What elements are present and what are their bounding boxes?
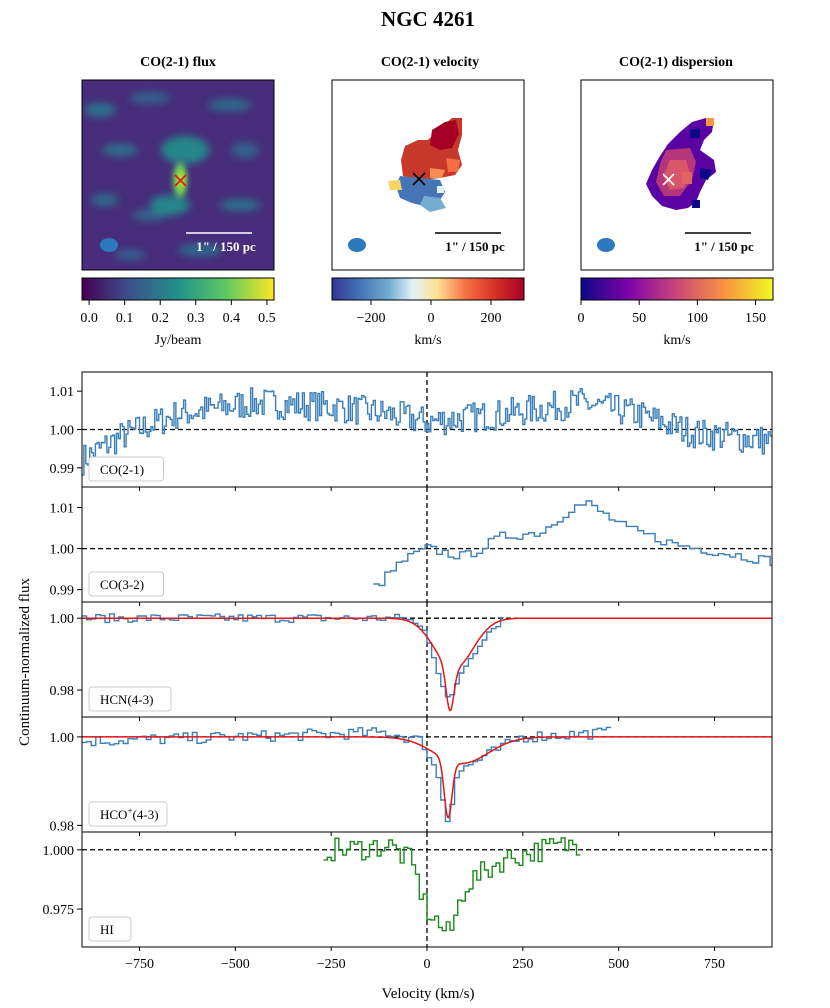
dispersion-map-image: [646, 118, 716, 210]
legend-box: [88, 456, 164, 482]
spectra-stack: 0.991.001.01CO(2-1)0.991.001.01CO(3-2)0.…: [43, 371, 773, 972]
colorbar-tick-label: 100: [687, 311, 708, 326]
flux-center-marker-icon: [174, 174, 187, 187]
x-tick-label: 250: [512, 957, 533, 972]
dispersion-scalebar-label: 1" / 150 pc: [694, 239, 754, 254]
spectrum-panel: 0.98 1.00 HCO+(4-3): [50, 716, 773, 836]
spectrum-panel: 0.99 1.00 1.01 CO(2-1): [50, 371, 773, 491]
absorption-fit-line: [82, 617, 772, 712]
dispersion-colorbar-gradient: [580, 277, 774, 301]
spectrum-legend: HCN(4-3): [88, 686, 172, 712]
flux-map-title: CO(2-1) flux: [140, 55, 216, 70]
y-tick-label: 1.00: [50, 424, 75, 439]
x-tick-label: −500: [221, 957, 250, 972]
colorbar-tick-label: 0: [578, 311, 585, 326]
y-tick-label: 0.975: [43, 903, 75, 918]
velocity-map-image: [388, 118, 462, 212]
dispersion-map-panel: CO(2-1) dispersion 1" / 150 pc: [580, 55, 774, 271]
velocity-beam-icon: [348, 238, 366, 252]
absorption-fit-line: [82, 736, 772, 819]
colorbar-tick-label: 200: [481, 311, 502, 326]
x-tick-label: 750: [704, 957, 725, 972]
x-tick-label: 500: [608, 957, 629, 972]
y-tick-label: 1.00: [50, 731, 75, 746]
y-tick-label: 1.00: [50, 612, 75, 627]
colorbar-tick-label: 0.0: [80, 311, 98, 326]
colorbar-tick-label: 0.5: [258, 311, 276, 326]
colorbar-tick-label: 0.4: [223, 311, 241, 326]
spectrum-panel: 0.99 1.00 1.01 CO(3-2): [50, 486, 773, 606]
spectrum-legend: HI: [88, 916, 132, 942]
y-tick-label: 1.01: [50, 502, 75, 517]
velocity-colorbar-ticks: −200 0 200: [357, 300, 502, 326]
legend-box: [88, 686, 172, 712]
y-tick-label: 0.98: [50, 819, 75, 834]
spectrum-line: [82, 613, 504, 698]
flux-colorbar-ticks: 0.0 0.1 0.2 0.3 0.4 0.5: [80, 300, 276, 326]
legend-label: HI: [100, 922, 114, 937]
y-tick-label: 0.99: [50, 462, 75, 477]
y-tick-label: 1.01: [50, 385, 75, 400]
dispersion-colorbar-ticks: 0 50 100 150: [578, 300, 766, 326]
flux-colorbar: 0.0 0.1 0.2 0.3 0.4 0.5 Jy/beam: [80, 277, 276, 348]
spectrum-line: [82, 726, 611, 823]
velocity-map-panel: CO(2-1) velocity 1" / 150 pc: [331, 55, 525, 271]
velocity-colorbar-label: km/s: [414, 333, 441, 348]
velocity-center-marker-icon: [412, 172, 426, 186]
colorbar-tick-label: 0.3: [187, 311, 205, 326]
spectrum-legend: CO(3-2): [88, 571, 164, 597]
flux-map-image: [82, 80, 274, 270]
flux-beam-icon: [100, 238, 118, 252]
spectrum-panel: 0.98 1.00 HCN(4-3): [50, 601, 773, 721]
x-tick-label: 0: [424, 957, 431, 972]
legend-label: HCO+(4-3): [100, 806, 159, 822]
spectrum-line: [323, 837, 581, 932]
spectrum-legend: HCO+(4-3): [88, 801, 168, 827]
figure-title: NGC 4261: [381, 7, 475, 31]
dispersion-beam-icon: [597, 238, 615, 252]
colorbar-tick-label: 150: [745, 311, 766, 326]
flux-scalebar-label: 1" / 150 pc: [196, 239, 256, 254]
legend-box: [88, 571, 164, 597]
flux-colorbar-gradient: [81, 277, 275, 301]
legend-box: [88, 801, 168, 827]
spectrum-panel: 0.975 1.000 −750 −500 −250 0 250 500 750 HI: [43, 831, 773, 972]
colorbar-tick-label: 50: [632, 311, 646, 326]
velocity-colorbar-gradient: [331, 277, 525, 301]
dispersion-colorbar-label: km/s: [663, 333, 690, 348]
dispersion-colorbar: 0 50 100 150 km/s: [578, 277, 774, 348]
x-tick-label: −750: [125, 957, 154, 972]
spectrum-line: [82, 387, 772, 476]
legend-label: CO(2-1): [100, 462, 144, 477]
y-tick-label: 1.00: [50, 543, 75, 558]
spectrum-legend: CO(2-1): [88, 456, 164, 482]
colorbar-tick-label: 0: [428, 311, 435, 326]
x-tick-label: −250: [317, 957, 346, 972]
spectrum-line: [373, 500, 772, 587]
colorbar-tick-label: −200: [357, 311, 386, 326]
y-tick-label: 1.000: [43, 844, 75, 859]
flux-map-panel: CO(2-1) flux: [81, 55, 275, 271]
x-axis-label: Velocity (km/s): [382, 986, 475, 1002]
dispersion-map-title: CO(2-1) dispersion: [619, 55, 733, 70]
colorbar-tick-label: 0.2: [151, 311, 169, 326]
y-tick-label: 0.99: [50, 584, 75, 599]
y-tick-label: 0.98: [50, 684, 75, 699]
legend-box: [88, 916, 132, 942]
y-axis-label: Continuum-normalized flux: [17, 578, 33, 746]
dispersion-center-marker-icon: [662, 173, 675, 186]
velocity-map-title: CO(2-1) velocity: [381, 55, 479, 70]
legend-label: HCN(4-3): [100, 692, 153, 707]
flux-colorbar-label: Jy/beam: [155, 333, 202, 348]
colorbar-tick-label: 0.1: [116, 311, 134, 326]
velocity-colorbar: −200 0 200 km/s: [331, 277, 525, 348]
legend-label: CO(3-2): [100, 577, 144, 592]
velocity-scalebar-label: 1" / 150 pc: [445, 239, 505, 254]
